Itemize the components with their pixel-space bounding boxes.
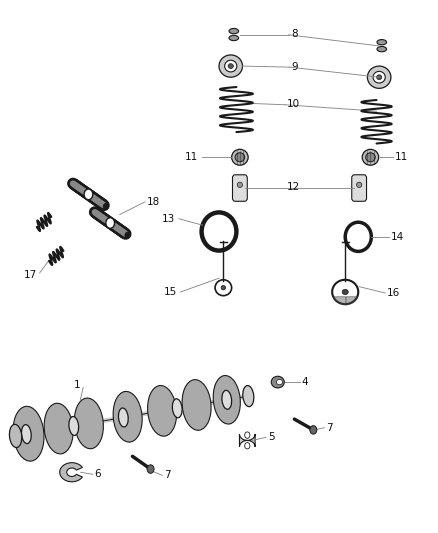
Ellipse shape bbox=[113, 391, 142, 442]
Ellipse shape bbox=[182, 379, 211, 430]
Text: 8: 8 bbox=[291, 29, 297, 39]
Circle shape bbox=[310, 426, 317, 434]
Text: 17: 17 bbox=[24, 270, 37, 280]
Text: 13: 13 bbox=[162, 214, 176, 224]
Circle shape bbox=[147, 465, 154, 473]
Ellipse shape bbox=[228, 63, 233, 68]
Ellipse shape bbox=[148, 385, 177, 436]
Circle shape bbox=[84, 189, 93, 200]
FancyBboxPatch shape bbox=[233, 175, 247, 201]
Text: 18: 18 bbox=[147, 197, 160, 207]
Ellipse shape bbox=[366, 153, 375, 162]
Ellipse shape bbox=[373, 71, 385, 83]
Polygon shape bbox=[240, 434, 255, 447]
Circle shape bbox=[125, 232, 130, 238]
Polygon shape bbox=[60, 463, 82, 482]
Ellipse shape bbox=[367, 66, 391, 88]
Ellipse shape bbox=[215, 280, 232, 296]
Ellipse shape bbox=[243, 385, 254, 407]
Ellipse shape bbox=[118, 408, 128, 427]
Ellipse shape bbox=[377, 46, 387, 52]
Text: 11: 11 bbox=[395, 152, 408, 162]
Ellipse shape bbox=[377, 75, 382, 79]
Circle shape bbox=[245, 432, 250, 438]
Ellipse shape bbox=[237, 182, 243, 188]
Text: 5: 5 bbox=[268, 432, 274, 442]
Ellipse shape bbox=[213, 376, 240, 424]
Text: 12: 12 bbox=[287, 182, 300, 192]
Circle shape bbox=[106, 217, 115, 228]
Ellipse shape bbox=[229, 35, 239, 41]
Ellipse shape bbox=[221, 286, 226, 290]
Text: 7: 7 bbox=[326, 423, 333, 433]
Text: 14: 14 bbox=[391, 232, 404, 242]
Ellipse shape bbox=[235, 153, 245, 162]
Text: 11: 11 bbox=[185, 152, 198, 162]
Ellipse shape bbox=[9, 424, 22, 448]
Ellipse shape bbox=[232, 149, 248, 165]
Ellipse shape bbox=[271, 376, 284, 388]
Text: 15: 15 bbox=[164, 287, 177, 297]
Ellipse shape bbox=[44, 403, 73, 454]
Ellipse shape bbox=[225, 60, 237, 72]
Ellipse shape bbox=[21, 425, 31, 443]
Ellipse shape bbox=[362, 149, 379, 165]
Ellipse shape bbox=[222, 390, 232, 409]
Ellipse shape bbox=[219, 55, 243, 77]
Ellipse shape bbox=[229, 28, 239, 34]
Circle shape bbox=[103, 204, 108, 210]
Ellipse shape bbox=[13, 406, 44, 461]
Ellipse shape bbox=[74, 398, 103, 449]
Text: 9: 9 bbox=[291, 62, 298, 72]
Ellipse shape bbox=[342, 289, 348, 295]
Ellipse shape bbox=[276, 379, 283, 385]
Ellipse shape bbox=[332, 280, 358, 304]
Ellipse shape bbox=[377, 39, 387, 45]
Text: 1: 1 bbox=[74, 380, 81, 390]
Ellipse shape bbox=[357, 182, 362, 188]
Ellipse shape bbox=[69, 416, 79, 435]
Text: 16: 16 bbox=[387, 288, 400, 298]
Circle shape bbox=[245, 442, 250, 449]
Text: 10: 10 bbox=[287, 99, 300, 109]
Ellipse shape bbox=[172, 399, 182, 418]
FancyBboxPatch shape bbox=[352, 175, 367, 201]
Text: 6: 6 bbox=[95, 470, 101, 479]
Text: 4: 4 bbox=[302, 377, 308, 387]
Text: 7: 7 bbox=[164, 471, 171, 480]
